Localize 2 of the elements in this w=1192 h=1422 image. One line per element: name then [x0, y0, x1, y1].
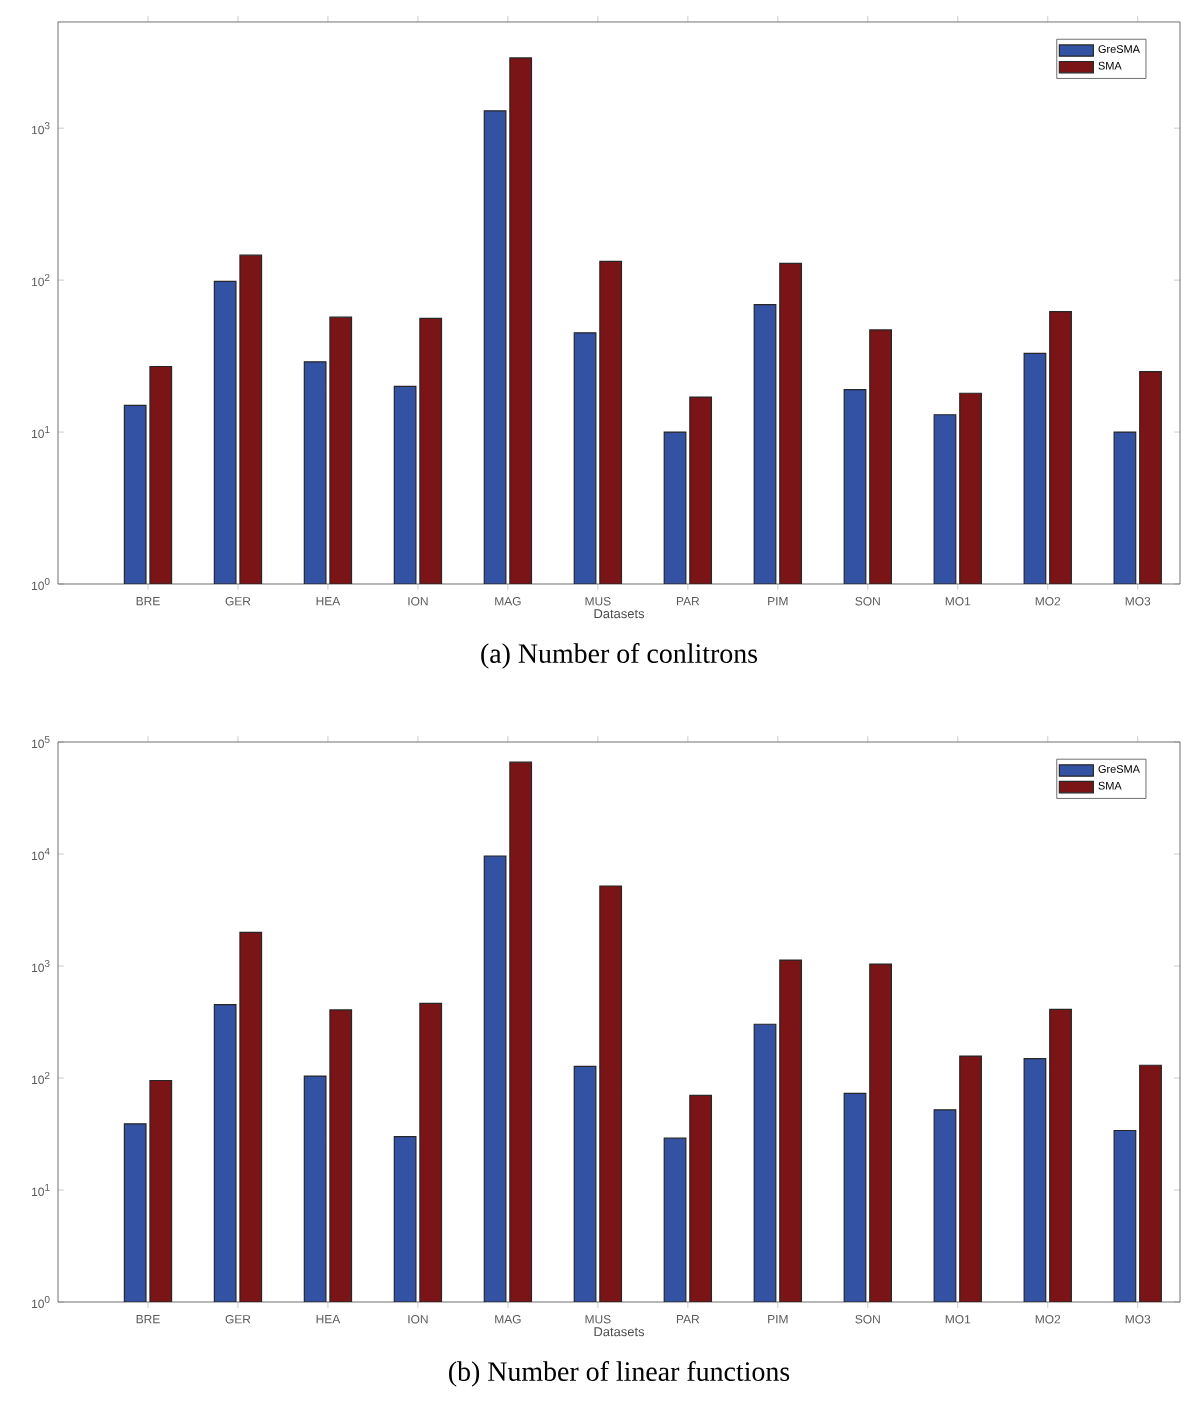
- text: (b) Number of linear functions: [449, 1361, 790, 1387]
- text: (a) Number of conlitrons: [481, 643, 758, 669]
